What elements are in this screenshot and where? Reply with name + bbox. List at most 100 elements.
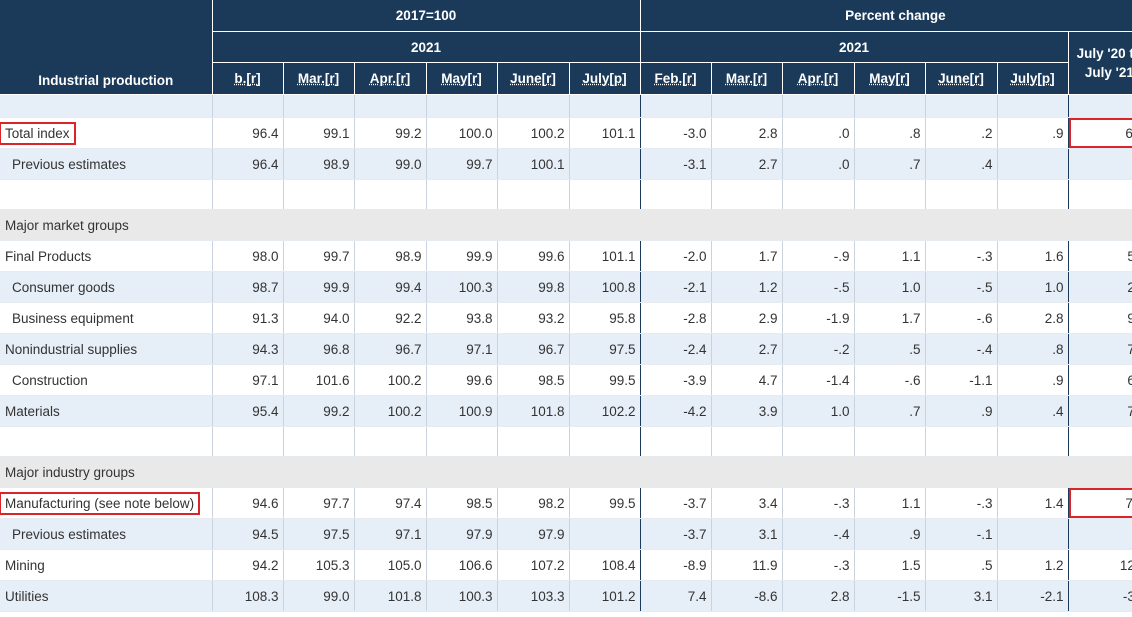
index-value-cell: 97.9 [425, 518, 497, 550]
index-value-cell: 99.1 [282, 117, 354, 149]
pct-month-header[interactable]: July[p] [996, 62, 1069, 95]
index-value-cell: 98.9 [353, 240, 426, 272]
index-value-cell: 100.3 [425, 271, 497, 303]
index-month-header[interactable]: May[r] [425, 62, 497, 95]
pct-change-cell: -2.0 [639, 240, 712, 272]
index-value-cell: 98.9 [282, 148, 354, 180]
index-month-header[interactable]: Apr.[r] [353, 62, 426, 95]
pct-change-cell: -3.1 [639, 148, 712, 180]
table-row: Nonindustrial supplies 94.3 96.8 96.7 97.1 96… [0, 333, 1132, 365]
pct-change-cell: -.1 [924, 518, 998, 550]
yoy-change-cell: -3.8 [1067, 580, 1132, 612]
index-value-cell [568, 518, 641, 550]
blank-row [0, 426, 1132, 457]
pct-change-cell: .2 [924, 117, 998, 149]
pct-month-header[interactable]: Feb.[r] [639, 62, 712, 95]
pct-change-cell: 1.7 [853, 302, 926, 334]
yoy-change-cell [1067, 148, 1132, 180]
table-row: Business equipment 91.3 94.0 92.2 93.8 93.2 95… [0, 302, 1132, 334]
pct-change-cell: 1.1 [853, 240, 926, 272]
pct-change-cell: 1.2 [996, 549, 1069, 581]
pct-change-cell: .8 [853, 117, 926, 149]
spacer-row [0, 94, 1132, 118]
pct-month-header[interactable]: May[r] [853, 62, 926, 95]
pct-change-cell: 1.4 [996, 487, 1069, 519]
pct-change-cell [996, 518, 1069, 550]
pct-change-cell: .4 [996, 395, 1069, 427]
yoy-change-cell: 12.1 [1067, 549, 1132, 581]
group-heading-row: Major market groups [0, 209, 1132, 241]
index-value-cell: 99.9 [282, 271, 354, 303]
label-column-header: Industrial production [0, 0, 212, 95]
index-month-header[interactable]: June[r] [496, 62, 569, 95]
index-value-cell: 94.6 [211, 487, 283, 519]
pct-change-cell [996, 148, 1069, 180]
index-value-cell: 99.4 [353, 271, 426, 303]
yoy-header-line2: July '21 [1084, 65, 1132, 80]
index-value-cell: 97.4 [353, 487, 426, 519]
row-label: Business equipment [0, 302, 212, 334]
table-row: Previous estimates 94.5 97.5 97.1 97.9 97.9 -3… [0, 518, 1132, 550]
yoy-header: July '20 to July '21 [1067, 31, 1132, 95]
row-label: Consumer goods [0, 271, 212, 303]
index-value-cell: 94.3 [211, 333, 283, 365]
index-value-cell: 98.5 [425, 487, 497, 519]
pct-change-cell: 1.0 [996, 271, 1069, 303]
yoy-change-cell: 9.7 [1067, 302, 1132, 334]
index-value-cell: 100.2 [353, 395, 426, 427]
index-value-cell: 96.7 [496, 333, 569, 365]
pct-month-header[interactable]: Mar.[r] [710, 62, 783, 95]
index-value-cell: 95.8 [568, 302, 641, 334]
index-value-cell: 101.6 [282, 364, 354, 396]
index-value-cell: 96.7 [353, 333, 426, 365]
pct-change-cell: -1.9 [781, 302, 855, 334]
pct-change-cell: .9 [996, 117, 1069, 149]
index-value-cell: 96.4 [211, 148, 283, 180]
blank-row [0, 179, 1132, 210]
index-value-cell: 97.5 [568, 333, 641, 365]
pct-month-header[interactable]: June[r] [924, 62, 998, 95]
index-value-cell: 98.0 [211, 240, 283, 272]
index-month-header[interactable]: Mar.[r] [282, 62, 354, 95]
index-value-cell: 99.6 [425, 364, 497, 396]
table-row: Total index 96.4 99.1 99.2 100.0 100.2 101.1 -3… [0, 117, 1132, 149]
pct-change-cell: 7.4 [639, 580, 712, 612]
pct-month-header[interactable]: Apr.[r] [781, 62, 855, 95]
pct-change-cell: 3.1 [924, 580, 998, 612]
pct-change-cell: 1.1 [853, 487, 926, 519]
pct-change-cell: .7 [853, 395, 926, 427]
row-label: Materials [0, 395, 212, 427]
yoy-change-cell: 7.4 [1067, 395, 1132, 427]
pct-change-cell: .4 [924, 148, 998, 180]
index-value-cell: 97.9 [496, 518, 569, 550]
yoy-change-cell [1067, 518, 1132, 550]
index-value-cell: 108.3 [211, 580, 283, 612]
index-value-cell: 99.9 [425, 240, 497, 272]
yoy-header-line1: July '20 to [1076, 46, 1132, 61]
index-value-cell: 93.8 [425, 302, 497, 334]
index-value-cell: 100.3 [425, 580, 497, 612]
pct-change-cell: .5 [853, 333, 926, 365]
index-value-cell: 100.2 [496, 117, 569, 149]
index-value-cell: 96.4 [211, 117, 283, 149]
table-row: Previous estimates 96.4 98.9 99.0 99.7 100.1 -… [0, 148, 1132, 180]
index-value-cell: 99.8 [496, 271, 569, 303]
index-month-header[interactable]: July[p] [568, 62, 641, 95]
index-value-cell: 100.2 [353, 364, 426, 396]
index-value-cell: 97.1 [353, 518, 426, 550]
pct-change-cell: 2.8 [710, 117, 783, 149]
index-value-cell: 95.4 [211, 395, 283, 427]
index-month-header[interactable]: b.[r] [211, 62, 283, 95]
pct-change-cell: .9 [924, 395, 998, 427]
index-value-cell: 99.6 [496, 240, 569, 272]
pct-change-cell: -2.8 [639, 302, 712, 334]
row-label: Nonindustrial supplies [0, 333, 212, 365]
yoy-change-cell: 7.4 [1067, 487, 1132, 519]
pct-change-cell: -3.0 [639, 117, 712, 149]
row-label: Final Products [0, 240, 212, 272]
index-value-cell: 97.7 [282, 487, 354, 519]
index-value-cell: 107.2 [496, 549, 569, 581]
index-value-cell: 99.7 [425, 148, 497, 180]
table-row: Mining 94.2 105.3 105.0 106.6 107.2 108.4 -8.9 1… [0, 549, 1132, 581]
